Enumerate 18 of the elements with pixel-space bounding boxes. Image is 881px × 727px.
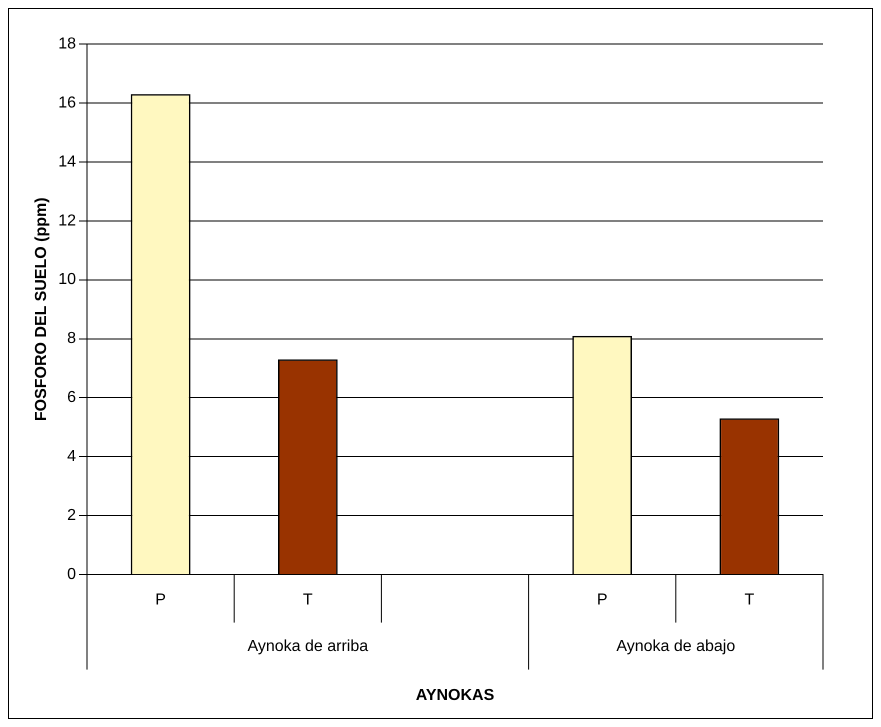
y-tick-label: 4 (67, 448, 76, 466)
y-tick-label: 12 (58, 212, 76, 230)
x-axis-title: AYNOKAS (416, 686, 495, 704)
y-tick-label: 2 (67, 507, 76, 524)
x-tick-label: P (596, 592, 608, 609)
y-tick-label: 0 (67, 566, 76, 584)
y-axis-title: FOSFORO DEL SUELO (ppm) (33, 197, 50, 422)
text: Aynoka de arriba (247, 638, 368, 656)
y-tick-label: 6 (67, 389, 76, 406)
y-tick-label: 16 (58, 94, 76, 112)
text: Aynoka de abajo (616, 638, 736, 656)
x-tick-label: T (744, 592, 755, 609)
y-tick-label: 8 (67, 330, 76, 348)
y-tick-label: 18 (58, 35, 76, 52)
x-tick-label: T (302, 592, 313, 609)
y-tick-label: 10 (58, 271, 76, 288)
x-tick-label: P (155, 592, 166, 609)
y-tick-label: 14 (58, 153, 76, 170)
